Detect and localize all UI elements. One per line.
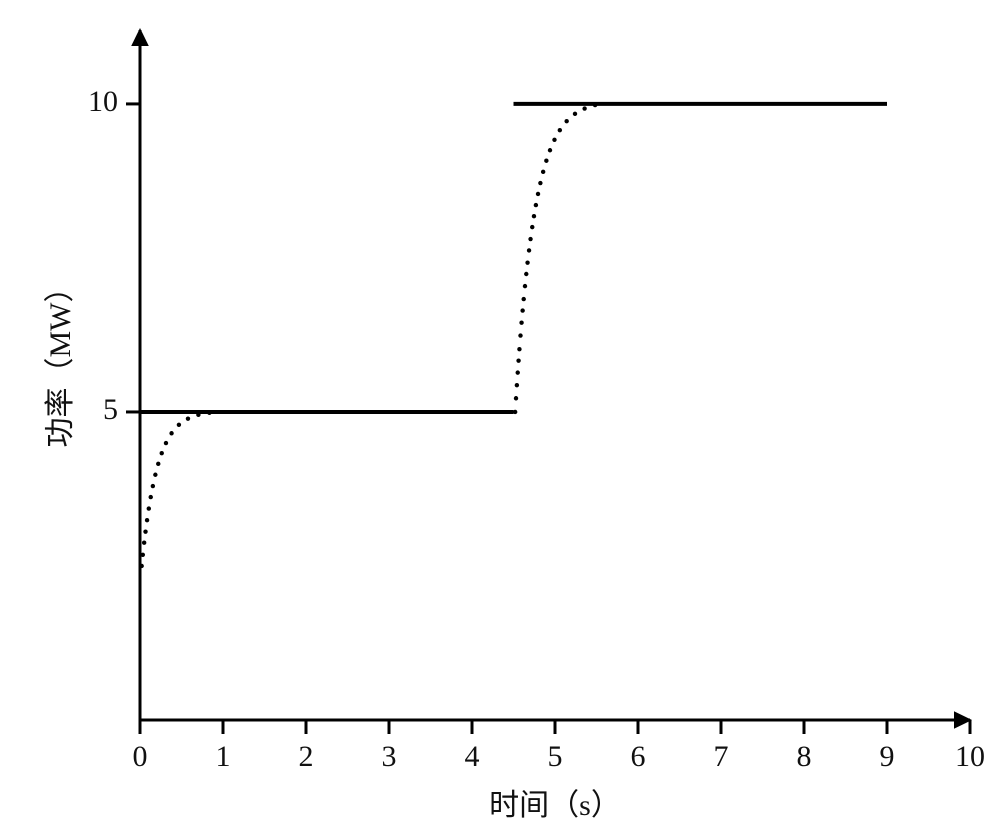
x-tick-label: 1 xyxy=(203,740,243,774)
x-tick-label: 8 xyxy=(784,740,824,774)
y-tick-label: 5 xyxy=(58,393,118,427)
x-tick-label: 6 xyxy=(618,740,658,774)
x-axis-label: 时间（s） xyxy=(405,780,705,824)
x-tick-label: 7 xyxy=(701,740,741,774)
x-tick-label: 9 xyxy=(867,740,907,774)
x-tick-label: 5 xyxy=(535,740,575,774)
power-time-chart: 功率（MW） 时间（s） 012345678910510 xyxy=(0,0,1000,829)
chart-svg xyxy=(0,0,1000,829)
x-tick-label: 10 xyxy=(950,740,990,774)
x-tick-label: 0 xyxy=(120,740,160,774)
x-tick-label: 3 xyxy=(369,740,409,774)
y-tick-label: 10 xyxy=(58,85,118,119)
x-tick-label: 4 xyxy=(452,740,492,774)
x-tick-label: 2 xyxy=(286,740,326,774)
